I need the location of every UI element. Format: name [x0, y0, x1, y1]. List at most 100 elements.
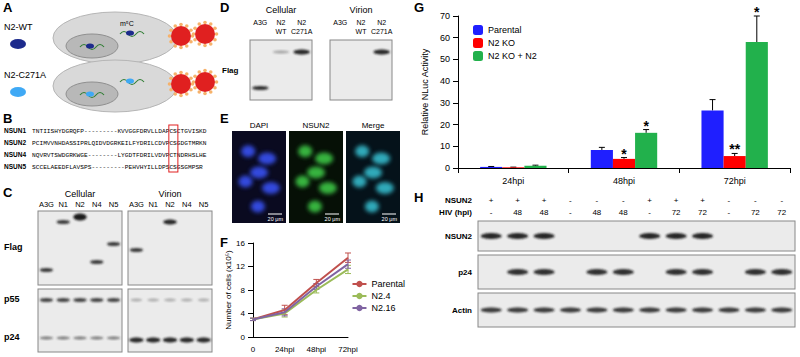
svg-text:20 μm: 20 μm — [325, 216, 341, 222]
svg-text:-: - — [569, 208, 572, 217]
svg-text:48: 48 — [592, 208, 601, 217]
svg-text:WT: WT — [356, 28, 368, 35]
svg-text:48hpi: 48hpi — [613, 176, 635, 186]
svg-text:20: 20 — [440, 120, 450, 130]
svg-text:N2 KO: N2 KO — [488, 38, 515, 48]
svg-text:N2: N2 — [165, 200, 175, 209]
svg-text:40: 40 — [440, 76, 450, 86]
svg-text:N1: N1 — [148, 200, 158, 209]
svg-text:HIV (hpi): HIV (hpi) — [439, 208, 472, 217]
svg-text:0: 0 — [445, 163, 450, 173]
svg-text:NQVRVTSWDGRKWGE--------LYGDTFD: NQVRVTSWDGRKWGE--------LYGDTFDRILVDVPCTN… — [32, 152, 207, 159]
svg-text:72: 72 — [751, 208, 760, 217]
svg-text:10: 10 — [440, 141, 450, 151]
svg-text:-: - — [622, 196, 625, 205]
svg-text:Flag: Flag — [222, 66, 239, 75]
svg-text:24hpi: 24hpi — [502, 176, 524, 186]
svg-text:WT: WT — [276, 28, 288, 35]
svg-text:TNTIISHYDGRQFP---------KVVGGFD: TNTIISHYDGRQFP---------KVVGGFDRVLLDAPCSC… — [32, 128, 207, 135]
svg-text:N2: N2 — [297, 19, 306, 26]
svg-text:NSUN2: NSUN2 — [302, 121, 330, 130]
svg-text:+: + — [489, 196, 494, 205]
svg-text:N2: N2 — [75, 200, 85, 209]
svg-text:72: 72 — [672, 208, 681, 217]
svg-text:DAPI: DAPI — [250, 121, 269, 130]
svg-text:N2: N2 — [357, 19, 366, 26]
svg-text:+: + — [647, 196, 652, 205]
svg-text:NSUN2: NSUN2 — [445, 232, 473, 241]
svg-text:16: 16 — [236, 239, 245, 248]
svg-text:A3G: A3G — [129, 200, 144, 209]
svg-text:NSUN4: NSUN4 — [4, 151, 26, 158]
svg-text:N2.4: N2.4 — [371, 291, 390, 301]
svg-text:50: 50 — [440, 54, 450, 64]
svg-text:D: D — [220, 0, 229, 15]
svg-text:48: 48 — [540, 208, 549, 217]
svg-text:48hpi: 48hpi — [307, 345, 327, 354]
svg-text:PCIMVVNHDASSIPRLQIDVDGRKEILFYD: PCIMVVNHDASSIPRLQIDVDGRKEILFYDRILCDVPCSG… — [32, 140, 207, 147]
svg-text:0: 0 — [241, 333, 246, 342]
svg-text:24hpi: 24hpi — [275, 345, 295, 354]
svg-text:N2: N2 — [377, 19, 386, 26]
svg-text:+: + — [674, 196, 679, 205]
svg-text:Parental: Parental — [371, 279, 405, 289]
svg-text:+: + — [542, 196, 547, 205]
svg-text:C271A: C271A — [291, 28, 313, 35]
svg-text:72: 72 — [777, 208, 786, 217]
svg-text:F: F — [220, 235, 228, 250]
svg-text:N4: N4 — [92, 200, 102, 209]
svg-text:-: - — [648, 208, 651, 217]
svg-text:N5: N5 — [109, 200, 119, 209]
svg-text:0: 0 — [251, 345, 256, 354]
svg-text:C271A: C271A — [371, 28, 393, 35]
svg-text:p24: p24 — [4, 332, 20, 342]
svg-text:NSUN2: NSUN2 — [4, 139, 26, 146]
svg-text:72: 72 — [698, 208, 707, 217]
svg-text:A3G: A3G — [333, 19, 347, 26]
svg-text:-: - — [728, 208, 731, 217]
svg-text:60: 60 — [440, 33, 450, 43]
svg-text:Relative NLuc Activity: Relative NLuc Activity — [420, 48, 430, 135]
svg-text:H: H — [414, 190, 423, 205]
svg-text:48: 48 — [513, 208, 522, 217]
svg-text:20 μm: 20 μm — [382, 216, 398, 222]
svg-text:30: 30 — [440, 98, 450, 108]
svg-text:N1: N1 — [58, 200, 68, 209]
svg-text:Virion: Virion — [159, 189, 182, 199]
svg-text:**: ** — [729, 141, 740, 157]
svg-text:N2-C271A: N2-C271A — [4, 70, 46, 80]
svg-text:12: 12 — [236, 262, 245, 271]
svg-text:N2.16: N2.16 — [371, 303, 395, 313]
svg-text:N5: N5 — [199, 200, 209, 209]
svg-text:Cellular: Cellular — [65, 189, 96, 199]
svg-text:Virion: Virion — [350, 5, 373, 15]
svg-text:4: 4 — [241, 309, 246, 318]
svg-text:72hpi: 72hpi — [338, 345, 358, 354]
svg-text:N2-WT: N2-WT — [4, 22, 33, 32]
svg-text:*: * — [754, 4, 760, 20]
svg-text:p55: p55 — [4, 294, 20, 304]
svg-text:E: E — [220, 111, 229, 126]
svg-text:*: * — [643, 118, 649, 134]
svg-text:C: C — [3, 185, 13, 200]
svg-text:m⁵C: m⁵C — [120, 20, 134, 27]
svg-text:A3G: A3G — [253, 19, 267, 26]
svg-text:N4: N4 — [182, 200, 192, 209]
svg-text:Merge: Merge — [362, 121, 385, 130]
svg-text:Cellular: Cellular — [266, 5, 297, 15]
svg-text:N2: N2 — [277, 19, 286, 26]
svg-text:-: - — [728, 196, 731, 205]
svg-text:B: B — [3, 111, 12, 126]
svg-text:A: A — [3, 0, 13, 15]
svg-text:8: 8 — [241, 286, 246, 295]
svg-text:48: 48 — [619, 208, 628, 217]
svg-text:-: - — [490, 208, 493, 217]
svg-text:+: + — [700, 196, 705, 205]
svg-text:Number of cells (x10⁵): Number of cells (x10⁵) — [224, 250, 233, 330]
svg-text:Flag: Flag — [4, 242, 23, 252]
svg-text:+: + — [515, 196, 520, 205]
svg-text:72hpi: 72hpi — [724, 176, 746, 186]
svg-text:A3G: A3G — [39, 200, 54, 209]
svg-text:N2 KO + N2: N2 KO + N2 — [488, 51, 537, 61]
svg-text:Parental: Parental — [488, 25, 522, 35]
